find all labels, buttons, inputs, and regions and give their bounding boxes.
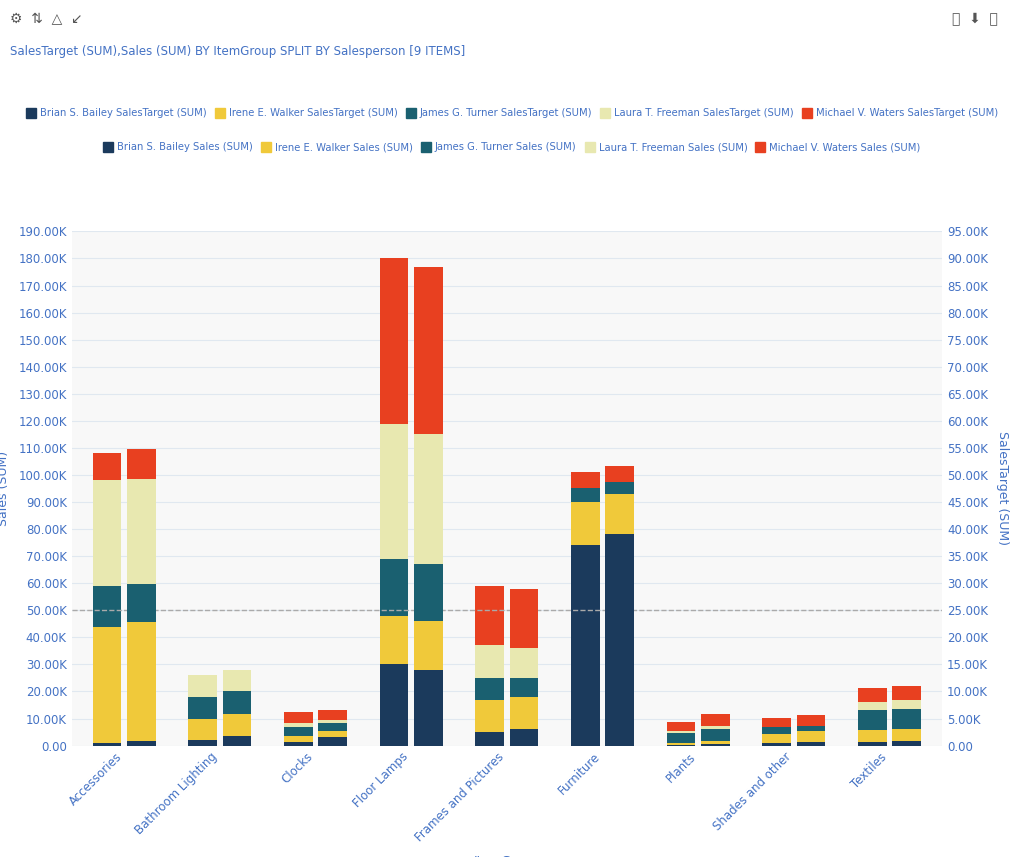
Bar	[318, 710, 347, 720]
Bar	[380, 259, 409, 423]
Bar	[475, 678, 504, 699]
Y-axis label: Sales (SUM): Sales (SUM)	[0, 451, 10, 526]
Text: ⚙  ⇅  △  ↙: ⚙ ⇅ △ ↙	[10, 12, 83, 27]
Bar	[605, 482, 634, 494]
Bar	[701, 744, 730, 746]
Bar	[414, 670, 442, 746]
Bar	[284, 741, 312, 746]
Bar	[475, 645, 504, 678]
Bar	[223, 692, 252, 714]
Bar	[858, 730, 887, 742]
Bar	[858, 742, 887, 746]
Bar	[223, 736, 252, 746]
Bar	[892, 686, 921, 699]
Bar	[667, 743, 695, 745]
Bar	[762, 743, 791, 746]
Bar	[797, 715, 825, 726]
Bar	[510, 589, 539, 648]
Bar	[284, 736, 312, 741]
Bar	[605, 494, 634, 535]
Bar	[797, 742, 825, 746]
Bar	[510, 697, 539, 729]
Bar	[414, 621, 442, 670]
Bar	[892, 699, 921, 709]
Bar	[510, 648, 539, 678]
Legend: Brian S. Bailey Sales (SUM), Irene E. Walker Sales (SUM), James G. Turner Sales : Brian S. Bailey Sales (SUM), Irene E. Wa…	[99, 138, 925, 156]
X-axis label: ItemGroup: ItemGroup	[474, 855, 540, 857]
Bar	[571, 472, 600, 488]
Bar	[762, 728, 791, 734]
Bar	[93, 626, 122, 743]
Bar	[892, 709, 921, 729]
Legend: Brian S. Bailey SalesTarget (SUM), Irene E. Walker SalesTarget (SUM), James G. T: Brian S. Bailey SalesTarget (SUM), Irene…	[23, 104, 1001, 122]
Bar	[475, 732, 504, 746]
Bar	[605, 465, 634, 482]
Bar	[380, 615, 409, 664]
Bar	[510, 678, 539, 697]
Bar	[414, 564, 442, 621]
Bar	[797, 731, 825, 742]
Bar	[223, 714, 252, 736]
Y-axis label: SalesTarget (SUM): SalesTarget (SUM)	[996, 431, 1010, 546]
Bar	[380, 559, 409, 615]
Bar	[667, 733, 695, 743]
Text: SalesTarget (SUM),Sales (SUM) BY ItemGroup SPLIT BY Salesperson [9 ITEMS]: SalesTarget (SUM),Sales (SUM) BY ItemGro…	[10, 45, 466, 57]
Bar	[701, 714, 730, 726]
Bar	[667, 722, 695, 731]
Bar	[127, 741, 156, 746]
Bar	[380, 423, 409, 559]
Bar	[892, 729, 921, 741]
Bar	[188, 718, 217, 740]
Bar	[127, 584, 156, 622]
Bar	[188, 675, 217, 697]
Bar	[188, 697, 217, 718]
Bar	[701, 740, 730, 744]
Bar	[510, 729, 539, 746]
Bar	[701, 728, 730, 740]
Bar	[414, 434, 442, 564]
Bar	[605, 535, 634, 746]
Bar	[127, 622, 156, 741]
Text: ⧉  ⬇  ⤢: ⧉ ⬇ ⤢	[952, 12, 998, 27]
Bar	[380, 664, 409, 746]
Bar	[475, 586, 504, 645]
Bar	[284, 727, 312, 736]
Bar	[127, 449, 156, 479]
Bar	[858, 702, 887, 710]
Bar	[701, 726, 730, 728]
Bar	[858, 710, 887, 730]
Bar	[223, 670, 252, 692]
Bar	[571, 545, 600, 746]
Bar	[318, 720, 347, 722]
Bar	[93, 481, 122, 586]
Bar	[762, 734, 791, 743]
Bar	[667, 731, 695, 733]
Bar	[93, 743, 122, 746]
Bar	[318, 731, 347, 738]
Bar	[571, 488, 600, 502]
Bar	[475, 699, 504, 732]
Bar	[93, 453, 122, 481]
Bar	[284, 712, 312, 722]
Bar	[797, 726, 825, 731]
Bar	[571, 502, 600, 545]
Bar	[93, 586, 122, 626]
Bar	[414, 267, 442, 434]
Bar	[892, 741, 921, 746]
Bar	[858, 688, 887, 702]
Bar	[188, 740, 217, 746]
Bar	[318, 738, 347, 746]
Bar	[762, 717, 791, 728]
Bar	[127, 479, 156, 584]
Bar	[318, 722, 347, 731]
Bar	[284, 722, 312, 727]
